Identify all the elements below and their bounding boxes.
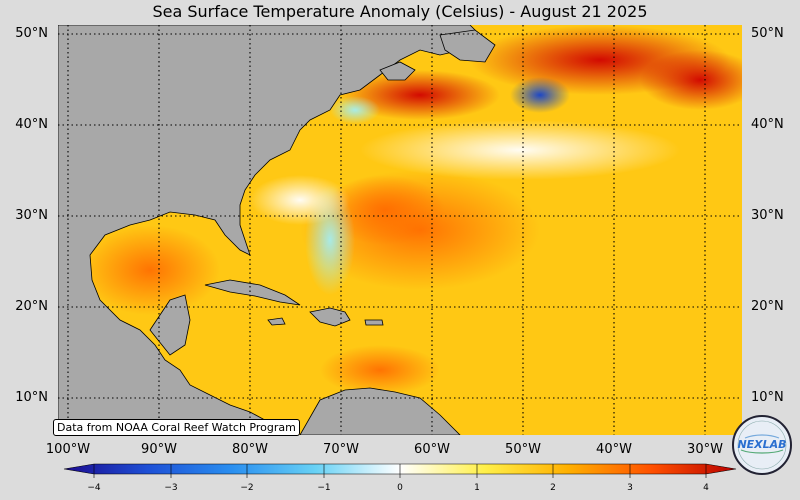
map-field xyxy=(58,25,742,435)
lat-label-left: 20°N xyxy=(15,299,48,314)
lat-label-right: 20°N xyxy=(751,299,784,314)
lon-label: 80°W xyxy=(232,442,268,457)
lat-label-left: 50°N xyxy=(15,26,48,41)
data-credit-label: Data from NOAA Coral Reef Watch Program xyxy=(53,419,300,436)
colorbar-tick-label: 4 xyxy=(703,483,709,493)
lon-label: 70°W xyxy=(323,442,359,457)
land xyxy=(58,25,496,435)
lat-label-right: 30°N xyxy=(751,208,784,223)
lon-label: 100°W xyxy=(45,442,91,457)
lat-label-left: 40°N xyxy=(15,117,48,132)
lat-label-left: 10°N xyxy=(15,390,48,405)
colorbar-tick-label: −4 xyxy=(87,483,101,493)
lon-label: 30°W xyxy=(687,442,723,457)
colorbar-tick-label: −3 xyxy=(164,483,178,493)
colorbar xyxy=(63,463,737,478)
colorbar-tick-label: 0 xyxy=(397,483,403,493)
graticule xyxy=(58,25,742,435)
lon-label: 40°W xyxy=(596,442,632,457)
colorbar-tick-label: −2 xyxy=(240,483,254,493)
lon-label: 60°W xyxy=(414,442,450,457)
nexlab-logo: NEXLAB xyxy=(732,415,792,475)
svg-text:NEXLAB: NEXLAB xyxy=(737,438,786,451)
colorbar-tick-label: 3 xyxy=(627,483,633,493)
lat-label-right: 40°N xyxy=(751,117,784,132)
colorbar-tick-label: −1 xyxy=(317,483,331,493)
lat-label-right: 10°N xyxy=(751,390,784,405)
lat-label-left: 30°N xyxy=(15,208,48,223)
colorbar-tick-label: 1 xyxy=(474,483,480,493)
lon-label: 50°W xyxy=(505,442,541,457)
lat-label-right: 50°N xyxy=(751,26,784,41)
colorbar-tick-label: 2 xyxy=(550,483,556,493)
map-title: Sea Surface Temperature Anomaly (Celsius… xyxy=(152,2,648,21)
lon-label: 90°W xyxy=(141,442,177,457)
